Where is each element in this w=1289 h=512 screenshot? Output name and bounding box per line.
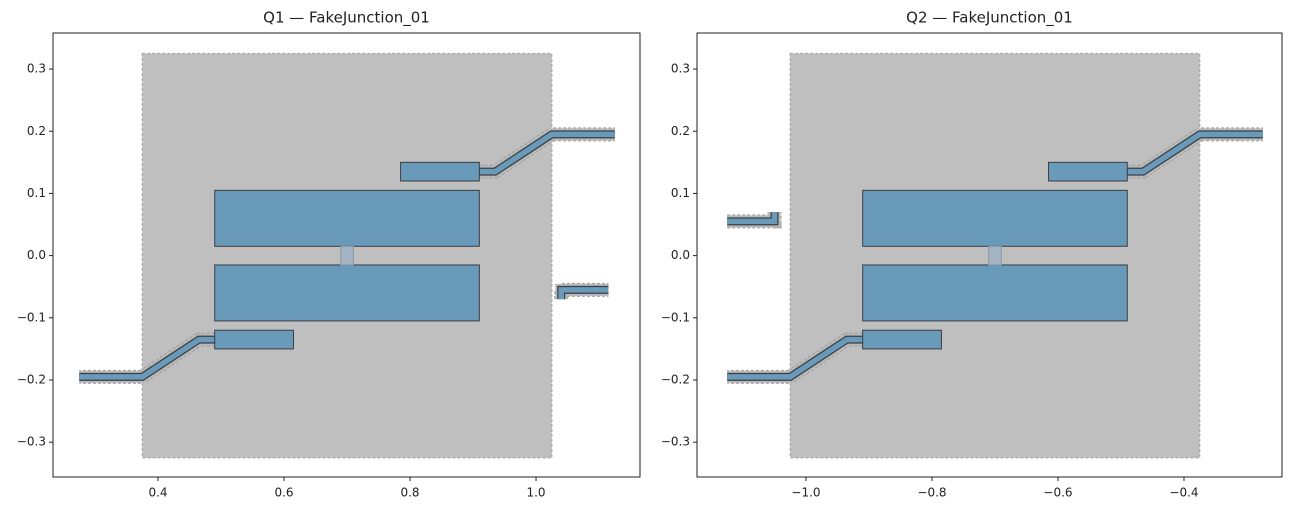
lead bbox=[479, 131, 615, 175]
x-tick-label: −0.4 bbox=[1169, 486, 1198, 500]
x-tick-label: −0.6 bbox=[1043, 486, 1072, 500]
y-tick-label: 0.1 bbox=[671, 186, 690, 200]
pad bbox=[862, 189, 1128, 247]
y-tick-label: 0.1 bbox=[27, 186, 46, 200]
y-tick-label: −0.2 bbox=[661, 372, 690, 386]
y-tick-label: 0.3 bbox=[27, 62, 46, 76]
axes-frame bbox=[52, 32, 641, 478]
axes-frame bbox=[696, 32, 1283, 478]
y-tick-label: −0.1 bbox=[17, 310, 46, 324]
x-tick-label: −0.8 bbox=[917, 486, 946, 500]
x-tick-label: −1.0 bbox=[791, 486, 820, 500]
x-tick-label: 1.0 bbox=[526, 486, 545, 500]
y-tick-label: −0.2 bbox=[17, 372, 46, 386]
y-tick-label: −0.1 bbox=[661, 310, 690, 324]
lead bbox=[727, 212, 778, 225]
y-tick-label: 0.0 bbox=[27, 248, 46, 262]
x-tick-label: 0.4 bbox=[148, 486, 167, 500]
x-tick-label: 0.6 bbox=[274, 486, 293, 500]
x-tick-label: 0.8 bbox=[400, 486, 419, 500]
pad bbox=[214, 189, 480, 247]
lead bbox=[558, 287, 609, 300]
pad bbox=[400, 161, 480, 182]
y-tick-label: −0.3 bbox=[17, 435, 46, 449]
y-tick-label: 0.2 bbox=[27, 124, 46, 138]
chart-title: Q2 — FakeJunction_01 bbox=[906, 9, 1073, 28]
chart-title: Q1 — FakeJunction_01 bbox=[263, 9, 430, 28]
junction bbox=[340, 245, 354, 266]
y-tick-label: −0.3 bbox=[661, 435, 690, 449]
pad bbox=[214, 264, 480, 322]
junction bbox=[988, 245, 1002, 266]
y-tick-label: 0.0 bbox=[671, 248, 690, 262]
pad bbox=[214, 329, 294, 350]
lead bbox=[1127, 131, 1263, 175]
pad bbox=[862, 329, 942, 350]
y-tick-label: 0.2 bbox=[671, 124, 690, 138]
lead bbox=[79, 336, 215, 380]
lead bbox=[727, 336, 863, 380]
pad bbox=[1048, 161, 1128, 182]
pad bbox=[862, 264, 1128, 322]
y-tick-label: 0.3 bbox=[671, 62, 690, 76]
